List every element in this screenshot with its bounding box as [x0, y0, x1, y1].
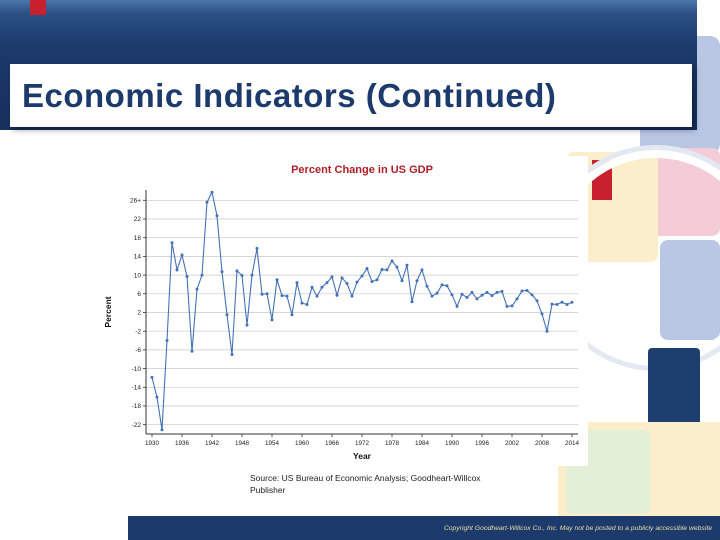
svg-text:1990: 1990: [445, 440, 460, 447]
svg-text:-18: -18: [132, 403, 142, 410]
svg-text:26+: 26+: [130, 198, 141, 205]
svg-text:Percent Change in US GDP: Percent Change in US GDP: [291, 164, 433, 176]
svg-text:1984: 1984: [415, 440, 430, 447]
svg-text:1966: 1966: [325, 440, 340, 447]
svg-text:1942: 1942: [205, 440, 220, 447]
source-line-2: Publisher: [250, 485, 286, 496]
svg-text:18: 18: [134, 235, 142, 242]
gdp-chart-card: 26+ 22 18 14 10 6 2 -2 -6 -10 -14 -18 -22 1930 1936 194…: [100, 156, 588, 466]
svg-text:10: 10: [134, 272, 142, 279]
svg-text:22: 22: [134, 216, 142, 223]
svg-text:1954: 1954: [265, 440, 280, 447]
svg-text:6: 6: [137, 291, 141, 298]
svg-text:2008: 2008: [535, 440, 550, 447]
decor-rect-navy: [648, 348, 700, 428]
svg-text:2002: 2002: [505, 440, 520, 447]
svg-text:-14: -14: [132, 385, 142, 392]
slide-title: Economic Indicators (Continued): [22, 76, 557, 114]
svg-text:Percent: Percent: [103, 296, 113, 327]
copyright-bar: Copyright Goodheart-Willcox Co., Inc. Ma…: [128, 516, 720, 540]
svg-text:1936: 1936: [175, 440, 190, 447]
red-accent: [30, 0, 46, 15]
source-line-1: Source: US Bureau of Economic Analysis; …: [250, 473, 481, 483]
gdp-chart-svg: 26+ 22 18 14 10 6 2 -2 -6 -10 -14 -18 -22 1930 1936 194…: [103, 164, 580, 461]
svg-text:-2: -2: [135, 328, 141, 335]
svg-text:-6: -6: [135, 347, 141, 354]
svg-text:1948: 1948: [235, 440, 250, 447]
copyright-text: Copyright Goodheart-Willcox Co., Inc. Ma…: [443, 524, 712, 532]
svg-text:-10: -10: [132, 366, 142, 373]
svg-text:14: 14: [134, 254, 142, 261]
svg-text:1996: 1996: [475, 440, 490, 447]
svg-text:Year: Year: [353, 451, 372, 461]
svg-text:-22: -22: [132, 422, 142, 429]
svg-text:1930: 1930: [145, 440, 160, 447]
svg-text:2014: 2014: [565, 440, 580, 447]
svg-text:2: 2: [137, 310, 141, 317]
source-note: Source: US Bureau of Economic Analysis; …: [250, 472, 590, 497]
title-box: Economic Indicators (Continued): [10, 64, 692, 127]
svg-text:1960: 1960: [295, 440, 310, 447]
svg-text:1978: 1978: [385, 440, 400, 447]
svg-text:1972: 1972: [355, 440, 370, 447]
